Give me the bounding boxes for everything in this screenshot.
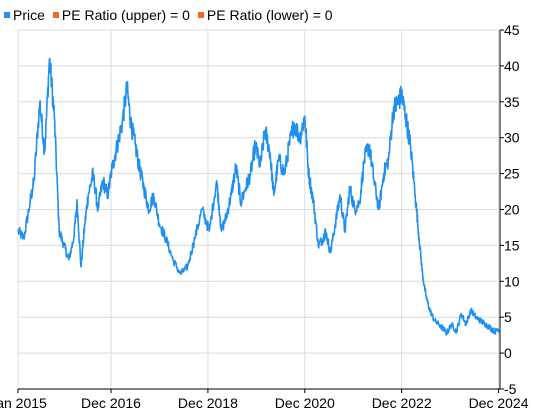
y-tick-label: 20 <box>504 202 520 218</box>
x-tick-label: Jan 2015 <box>0 395 47 411</box>
price-series-line <box>17 57 501 336</box>
y-tick-label: 0 <box>504 345 512 361</box>
x-tick-label: Dec 2022 <box>372 395 432 411</box>
y-tick-label: 25 <box>504 166 520 182</box>
y-tick-label: 35 <box>504 94 520 110</box>
x-tick-label: Dec 2020 <box>275 395 335 411</box>
x-tick-label: Dec 2018 <box>178 395 238 411</box>
legend-item-price[interactable]: Price <box>4 7 45 23</box>
y-tick-label: 30 <box>504 130 520 146</box>
legend-item-pe-upper[interactable]: PE Ratio (upper) = 0 <box>52 7 190 23</box>
plot-area <box>17 29 500 390</box>
legend-item-pe-lower[interactable]: PE Ratio (lower) = 0 <box>197 7 333 23</box>
legend-label-price: Price <box>13 7 45 23</box>
y-tick-label: 5 <box>504 309 512 325</box>
x-tick-label: Dec 2016 <box>81 395 141 411</box>
legend-label-pe-upper: PE Ratio (upper) = 0 <box>61 7 190 23</box>
chart-legend: Price PE Ratio (upper) = 0 PE Ratio (low… <box>4 4 333 26</box>
y-tick-label: -5 <box>504 381 517 397</box>
y-tick-label: 15 <box>504 237 520 253</box>
y-tick-label: 10 <box>504 273 520 289</box>
x-axis: Jan 2015 Dec 2016 Dec 2018 Dec 2020 Dec 2022… <box>0 388 529 411</box>
y-tick-label: 40 <box>504 58 520 74</box>
y-tick-label: 45 <box>504 22 520 38</box>
x-tick-label: Dec 2024 <box>469 395 529 411</box>
legend-swatch-price <box>4 12 10 18</box>
legend-swatch-pe-upper <box>52 12 59 18</box>
legend-label-pe-lower: PE Ratio (lower) = 0 <box>206 7 333 23</box>
legend-swatch-pe-lower <box>197 12 204 18</box>
y-axis: -5 0 5 10 15 20 25 30 35 40 45 <box>499 22 520 397</box>
